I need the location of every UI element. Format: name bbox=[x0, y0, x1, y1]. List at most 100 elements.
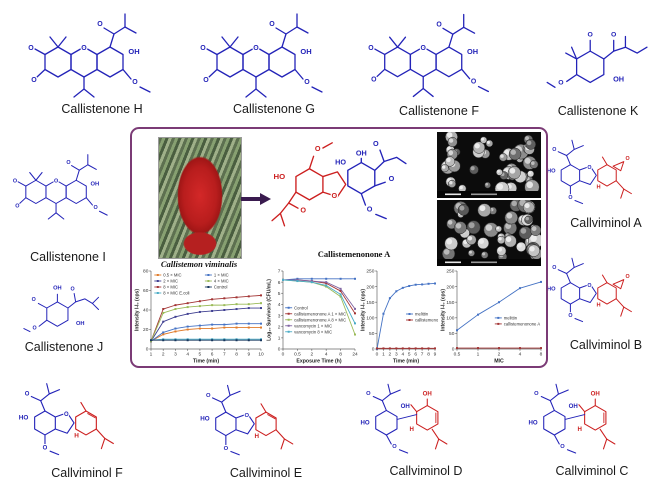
svg-text:Time (min): Time (min) bbox=[193, 359, 219, 365]
svg-text:Intensity I-I₀ (cps): Intensity I-I₀ (cps) bbox=[441, 289, 447, 331]
svg-text:1: 1 bbox=[278, 336, 281, 342]
svg-text:O: O bbox=[206, 393, 211, 399]
molecule-drawing: O O HO O H bbox=[199, 384, 294, 456]
svg-text:O: O bbox=[389, 174, 395, 183]
svg-text:vancomycin 1 × MIC: vancomycin 1 × MIC bbox=[294, 323, 332, 328]
svg-text:HO: HO bbox=[200, 416, 210, 423]
svg-text:250: 250 bbox=[366, 269, 374, 275]
svg-text:O: O bbox=[97, 21, 103, 28]
structure-callistemenonone-a: O O HO O HO OH O O O bbox=[270, 134, 436, 244]
structure-callistenone-j: O OH O OH O bbox=[6, 276, 124, 340]
svg-text:callistemenonone A 1 × MIC: callistemenonone A 1 × MIC bbox=[294, 311, 346, 316]
svg-text:8: 8 bbox=[339, 352, 342, 358]
svg-text:Exposure Time (h): Exposure Time (h) bbox=[296, 359, 341, 365]
svg-text:O: O bbox=[71, 286, 75, 292]
svg-text:O: O bbox=[626, 274, 630, 280]
molecule-drawing: O O O O OH O bbox=[367, 13, 490, 98]
svg-text:1 × MIC: 1 × MIC bbox=[214, 273, 229, 278]
svg-text:3: 3 bbox=[395, 352, 398, 358]
svg-text:O: O bbox=[568, 195, 572, 201]
reaction-right-arrow-icon bbox=[241, 193, 271, 205]
svg-text:OH: OH bbox=[467, 47, 478, 56]
svg-text:O: O bbox=[315, 144, 321, 153]
svg-text:O: O bbox=[552, 147, 556, 153]
svg-text:O: O bbox=[552, 265, 556, 271]
svg-text:5: 5 bbox=[408, 352, 411, 358]
svg-text:7: 7 bbox=[421, 352, 424, 358]
label-callviminol-d: Callviminol D bbox=[389, 464, 463, 478]
svg-text:HO: HO bbox=[274, 172, 286, 181]
label-callistenone-k: Callistenone K bbox=[557, 104, 639, 118]
svg-text:20: 20 bbox=[143, 327, 149, 333]
sem-micrograph-top bbox=[437, 132, 541, 198]
svg-text:9: 9 bbox=[434, 352, 437, 358]
svg-text:O: O bbox=[31, 77, 37, 84]
svg-text:OH: OH bbox=[90, 182, 99, 188]
label-callistenone-i: Callistenone I bbox=[30, 250, 106, 264]
label-callistenone-g: Callistenone G bbox=[233, 102, 315, 116]
structure-callviminol-e: O O HO O H bbox=[194, 372, 338, 464]
svg-text:O: O bbox=[471, 79, 477, 86]
label-callviminol-f: Callviminol F bbox=[51, 466, 123, 480]
svg-text:2 × MIC: 2 × MIC bbox=[163, 279, 178, 284]
svg-text:HO: HO bbox=[19, 415, 29, 422]
svg-text:callistemenonone A: callistemenonone A bbox=[415, 318, 438, 323]
product-compound-label: Callistemenonone A bbox=[317, 249, 391, 259]
svg-text:2: 2 bbox=[389, 352, 392, 358]
svg-text:4: 4 bbox=[186, 352, 189, 358]
svg-text:2: 2 bbox=[310, 352, 313, 358]
svg-text:7: 7 bbox=[223, 352, 226, 358]
molecule-drawing: O O O O OH O bbox=[12, 154, 108, 220]
svg-text:0: 0 bbox=[278, 347, 281, 353]
svg-text:OH: OH bbox=[356, 148, 367, 157]
svg-text:O: O bbox=[587, 165, 591, 171]
label-callistenone-j: Callistenone J bbox=[24, 340, 104, 354]
label-callviminol-a: Callviminol A bbox=[570, 216, 642, 230]
svg-text:0: 0 bbox=[452, 347, 455, 353]
svg-text:0.5: 0.5 bbox=[454, 352, 461, 358]
svg-text:OH: OH bbox=[423, 391, 433, 398]
svg-text:H: H bbox=[410, 426, 415, 433]
svg-text:O: O bbox=[568, 313, 572, 319]
structure-callviminol-f: O O HO O H bbox=[10, 370, 162, 464]
svg-text:O: O bbox=[93, 205, 97, 211]
svg-text:O: O bbox=[421, 45, 427, 52]
svg-text:10: 10 bbox=[258, 352, 264, 358]
svg-text:24: 24 bbox=[352, 352, 358, 358]
structure-callistenone-k: O O OH O bbox=[532, 12, 668, 102]
svg-text:Time (min): Time (min) bbox=[393, 359, 419, 365]
svg-text:0.5 × MIC: 0.5 × MIC bbox=[163, 273, 181, 278]
chart-membrane-mic: 0 50 100 150 200 250 0.5 1 2 4 8 MIC Intensity I-I₀ … bbox=[441, 269, 543, 364]
svg-text:0: 0 bbox=[376, 352, 379, 358]
svg-text:O: O bbox=[15, 203, 19, 209]
svg-text:O: O bbox=[332, 191, 338, 200]
label-callviminol-c: Callviminol C bbox=[555, 464, 629, 478]
svg-text:callistemenonone A 8 × MIC: callistemenonone A 8 × MIC bbox=[294, 317, 346, 322]
svg-text:O: O bbox=[392, 444, 397, 450]
svg-text:O: O bbox=[253, 45, 259, 52]
svg-text:O: O bbox=[13, 179, 17, 185]
svg-text:OH: OH bbox=[128, 47, 139, 56]
svg-text:H: H bbox=[255, 433, 260, 440]
svg-text:6: 6 bbox=[414, 352, 417, 358]
svg-text:250: 250 bbox=[446, 269, 454, 275]
svg-text:OH: OH bbox=[76, 321, 85, 327]
svg-text:O: O bbox=[304, 79, 310, 86]
svg-text:OH: OH bbox=[613, 74, 624, 83]
svg-text:4: 4 bbox=[401, 352, 404, 358]
svg-text:4: 4 bbox=[278, 302, 281, 308]
svg-text:O: O bbox=[588, 31, 594, 38]
svg-text:O: O bbox=[28, 45, 34, 52]
svg-text:O: O bbox=[558, 79, 564, 86]
svg-text:O: O bbox=[244, 413, 249, 419]
molecule-drawing: O O O O OH O bbox=[199, 13, 323, 98]
svg-text:0: 0 bbox=[146, 347, 149, 353]
structure-callviminol-d: O OH HO O OH H bbox=[352, 372, 496, 462]
svg-text:O: O bbox=[611, 31, 617, 38]
svg-text:O: O bbox=[371, 77, 377, 84]
svg-text:HO: HO bbox=[547, 286, 556, 292]
